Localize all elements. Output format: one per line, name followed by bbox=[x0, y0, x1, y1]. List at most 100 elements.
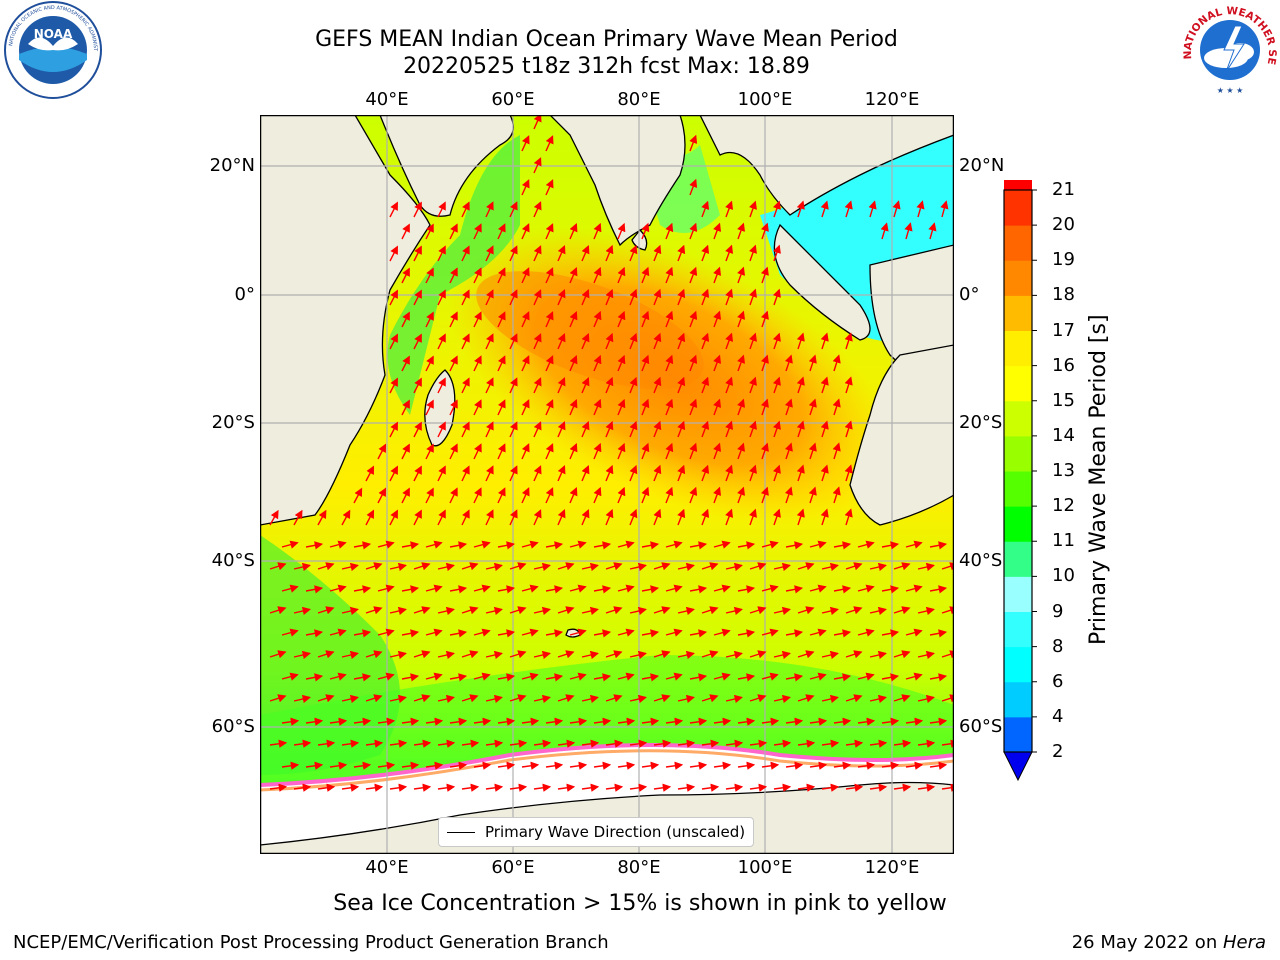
wave-arrow bbox=[317, 739, 336, 748]
wave-arrow bbox=[797, 562, 815, 571]
wave-arrow bbox=[617, 442, 626, 460]
wave-arrow bbox=[557, 562, 575, 571]
wave-arrow bbox=[341, 739, 360, 748]
wave-arrow bbox=[293, 694, 311, 704]
legend-line-icon bbox=[447, 831, 475, 833]
wave-arrow bbox=[581, 694, 599, 704]
colorbar-tick-label: 12 bbox=[1052, 495, 1075, 517]
wave-arrow bbox=[569, 540, 587, 549]
wave-arrow bbox=[593, 354, 602, 372]
wave-arrow bbox=[689, 585, 708, 594]
wave-arrow bbox=[521, 267, 530, 284]
wave-arrow bbox=[941, 606, 954, 615]
wave-arrow bbox=[797, 694, 815, 703]
wave-arrow bbox=[629, 739, 648, 748]
wave-arrow bbox=[413, 562, 431, 571]
wave-arrow bbox=[653, 783, 672, 792]
wave-arrow bbox=[725, 332, 734, 350]
wave-arrow bbox=[389, 333, 398, 350]
wave-arrow bbox=[269, 739, 288, 748]
wave-arrow bbox=[605, 606, 623, 615]
wave-arrow bbox=[833, 585, 852, 594]
colorbar-tick-label: 14 bbox=[1052, 424, 1075, 446]
wave-arrow bbox=[473, 399, 482, 416]
wave-arrow bbox=[533, 421, 542, 438]
wave-arrow bbox=[701, 420, 710, 438]
wave-arrow bbox=[449, 487, 458, 504]
wave-arrow bbox=[941, 783, 954, 792]
wave-arrow bbox=[449, 717, 468, 726]
wave-arrow bbox=[545, 179, 554, 196]
wave-arrow bbox=[329, 628, 347, 637]
wave-arrow bbox=[761, 672, 779, 681]
wave-arrow bbox=[749, 332, 757, 350]
colorbar-segment bbox=[1004, 576, 1032, 612]
wave-arrow bbox=[893, 783, 912, 792]
wave-arrow bbox=[497, 311, 506, 328]
colorbar-tick-label: 9 bbox=[1052, 600, 1064, 622]
wave-arrow bbox=[497, 355, 506, 372]
wave-arrow bbox=[593, 585, 612, 594]
lon-tick-top: 80°E bbox=[617, 89, 661, 110]
wave-arrow bbox=[689, 354, 698, 372]
wave-arrow bbox=[317, 650, 335, 659]
colorbar-tick-label: 21 bbox=[1052, 179, 1075, 200]
wave-arrow bbox=[461, 421, 470, 438]
colorbar-segment bbox=[1004, 611, 1032, 648]
wave-arrow bbox=[377, 443, 387, 460]
wave-arrow bbox=[365, 694, 383, 703]
wave-arrow bbox=[377, 540, 395, 549]
wave-arrow bbox=[737, 398, 745, 416]
wave-arrow bbox=[821, 739, 840, 748]
wave-arrow bbox=[413, 650, 431, 659]
wave-arrow bbox=[341, 509, 351, 526]
wave-arrow bbox=[569, 672, 587, 681]
wave-arrow bbox=[293, 739, 312, 748]
wave-arrow bbox=[293, 606, 311, 616]
wave-arrow bbox=[641, 717, 660, 726]
wave-arrow bbox=[784, 354, 793, 372]
wave-arrow bbox=[533, 606, 551, 616]
wave-arrow bbox=[832, 442, 841, 460]
wave-arrow bbox=[677, 606, 695, 616]
wave-arrow bbox=[629, 420, 638, 438]
wave-arrow bbox=[425, 311, 434, 328]
wave-arrow bbox=[449, 443, 458, 460]
wave-arrow bbox=[533, 465, 542, 482]
wave-arrow bbox=[761, 761, 780, 770]
wave-arrow bbox=[832, 398, 841, 416]
colorbar-segment bbox=[1004, 471, 1032, 507]
wave-arrow bbox=[533, 377, 542, 394]
wave-arrow bbox=[749, 650, 767, 659]
wave-arrow bbox=[497, 541, 516, 550]
wave-arrow bbox=[737, 585, 756, 594]
wave-arrow bbox=[845, 606, 863, 615]
wave-arrow bbox=[593, 717, 612, 726]
wave-arrow bbox=[557, 333, 566, 350]
wave-arrow bbox=[665, 398, 674, 416]
wave-arrow bbox=[581, 377, 590, 394]
wave-arrow bbox=[293, 783, 312, 792]
wave-arrow bbox=[473, 717, 492, 726]
wave-arrow bbox=[917, 694, 935, 704]
wave-arrow bbox=[809, 717, 828, 726]
wave-arrow bbox=[701, 650, 719, 659]
wave-arrow bbox=[629, 650, 647, 660]
wave-arrow bbox=[773, 562, 791, 572]
wave-arrow bbox=[437, 783, 456, 792]
lat-tick-right: 20°S bbox=[959, 412, 1003, 433]
wave-arrow bbox=[820, 508, 829, 526]
wave-arrow bbox=[401, 673, 420, 682]
wave-arrow bbox=[485, 650, 503, 660]
wave-arrow bbox=[437, 739, 456, 748]
wave-arrow bbox=[797, 606, 815, 615]
wave-arrow bbox=[413, 465, 422, 482]
wave-arrow bbox=[557, 377, 566, 394]
wave-arrow bbox=[521, 179, 530, 196]
wave-arrow bbox=[545, 399, 554, 416]
colorbar-segment bbox=[1004, 400, 1032, 437]
wave-arrow bbox=[749, 739, 768, 748]
wave-arrow bbox=[760, 222, 769, 240]
wave-arrow bbox=[701, 783, 720, 792]
wave-arrow bbox=[389, 465, 398, 482]
